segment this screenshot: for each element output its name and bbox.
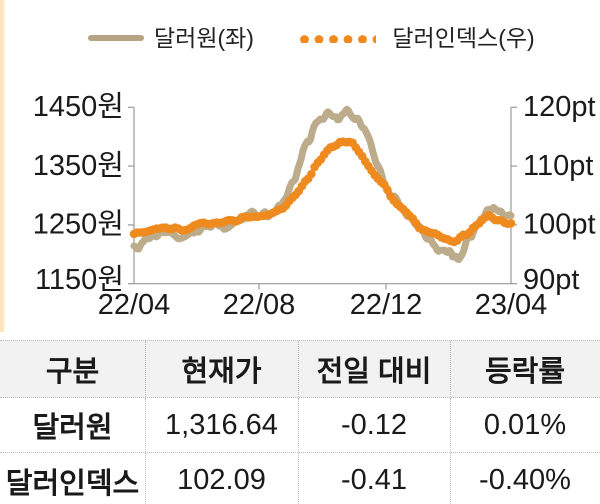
- svg-text:1450원: 1450원: [33, 91, 124, 123]
- svg-text:110pt: 110pt: [523, 150, 593, 182]
- svg-text:22/12: 22/12: [350, 289, 423, 321]
- svg-text:1250원: 1250원: [33, 209, 124, 241]
- svg-text:120pt: 120pt: [523, 91, 596, 123]
- svg-text:100pt: 100pt: [523, 209, 596, 241]
- svg-text:22/04: 22/04: [98, 289, 171, 321]
- svg-text:23/04: 23/04: [475, 289, 548, 321]
- svg-text:1350원: 1350원: [33, 150, 124, 182]
- svg-text:22/08: 22/08: [223, 289, 296, 321]
